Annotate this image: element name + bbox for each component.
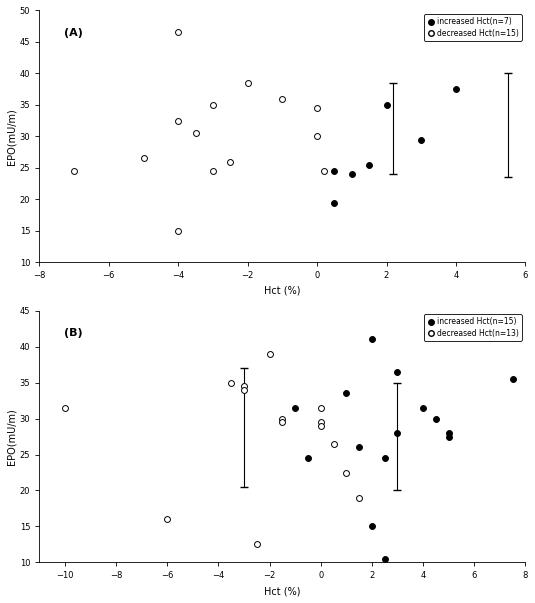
X-axis label: Hct (%): Hct (%) [264, 586, 301, 596]
Point [278, 414, 287, 423]
Point [278, 417, 287, 427]
Text: (A): (A) [64, 28, 82, 38]
Point [313, 103, 322, 113]
Legend: increased Hct(n=15), decreased Hct(n=13): increased Hct(n=15), decreased Hct(n=13) [424, 314, 522, 341]
Point [265, 349, 274, 359]
Point [365, 160, 373, 169]
Point [313, 131, 322, 141]
Point [209, 166, 217, 176]
Point [320, 166, 328, 176]
Point [317, 421, 325, 431]
Legend: increased Hct(n=7), decreased Hct(n=15): increased Hct(n=7), decreased Hct(n=15) [424, 14, 522, 40]
Point [317, 417, 325, 427]
Point [348, 169, 356, 179]
Point [226, 157, 234, 166]
Point [393, 428, 402, 438]
X-axis label: Hct (%): Hct (%) [264, 286, 301, 296]
Point [240, 385, 248, 394]
Point [227, 377, 235, 387]
Point [278, 94, 287, 104]
Point [317, 403, 325, 412]
Point [330, 166, 339, 176]
Point [174, 116, 182, 125]
Point [445, 428, 453, 438]
Point [192, 128, 200, 138]
Point [432, 414, 440, 423]
Point [60, 403, 69, 412]
Y-axis label: EPO(mU/m): EPO(mU/m) [7, 408, 17, 465]
Point [342, 468, 350, 478]
Point [174, 28, 182, 37]
Point [329, 439, 338, 449]
Point [419, 403, 427, 412]
Point [508, 374, 517, 384]
Point [452, 84, 460, 94]
Point [209, 100, 217, 110]
Point [342, 388, 350, 398]
Point [355, 493, 363, 502]
Point [393, 367, 402, 376]
Y-axis label: EPO(mU/m): EPO(mU/m) [7, 108, 17, 165]
Point [380, 554, 389, 564]
Point [240, 381, 248, 391]
Point [382, 100, 391, 110]
Point [174, 226, 182, 236]
Point [486, 31, 495, 40]
Point [70, 166, 78, 176]
Text: (B): (B) [64, 328, 82, 338]
Point [417, 134, 425, 144]
Point [291, 403, 300, 412]
Point [380, 453, 389, 463]
Point [163, 514, 172, 524]
Point [368, 335, 376, 344]
Point [330, 198, 339, 207]
Point [355, 443, 363, 452]
Point [304, 453, 312, 463]
Point [139, 154, 148, 163]
Point [368, 522, 376, 531]
Point [253, 540, 261, 549]
Point [243, 78, 252, 87]
Point [445, 432, 453, 441]
